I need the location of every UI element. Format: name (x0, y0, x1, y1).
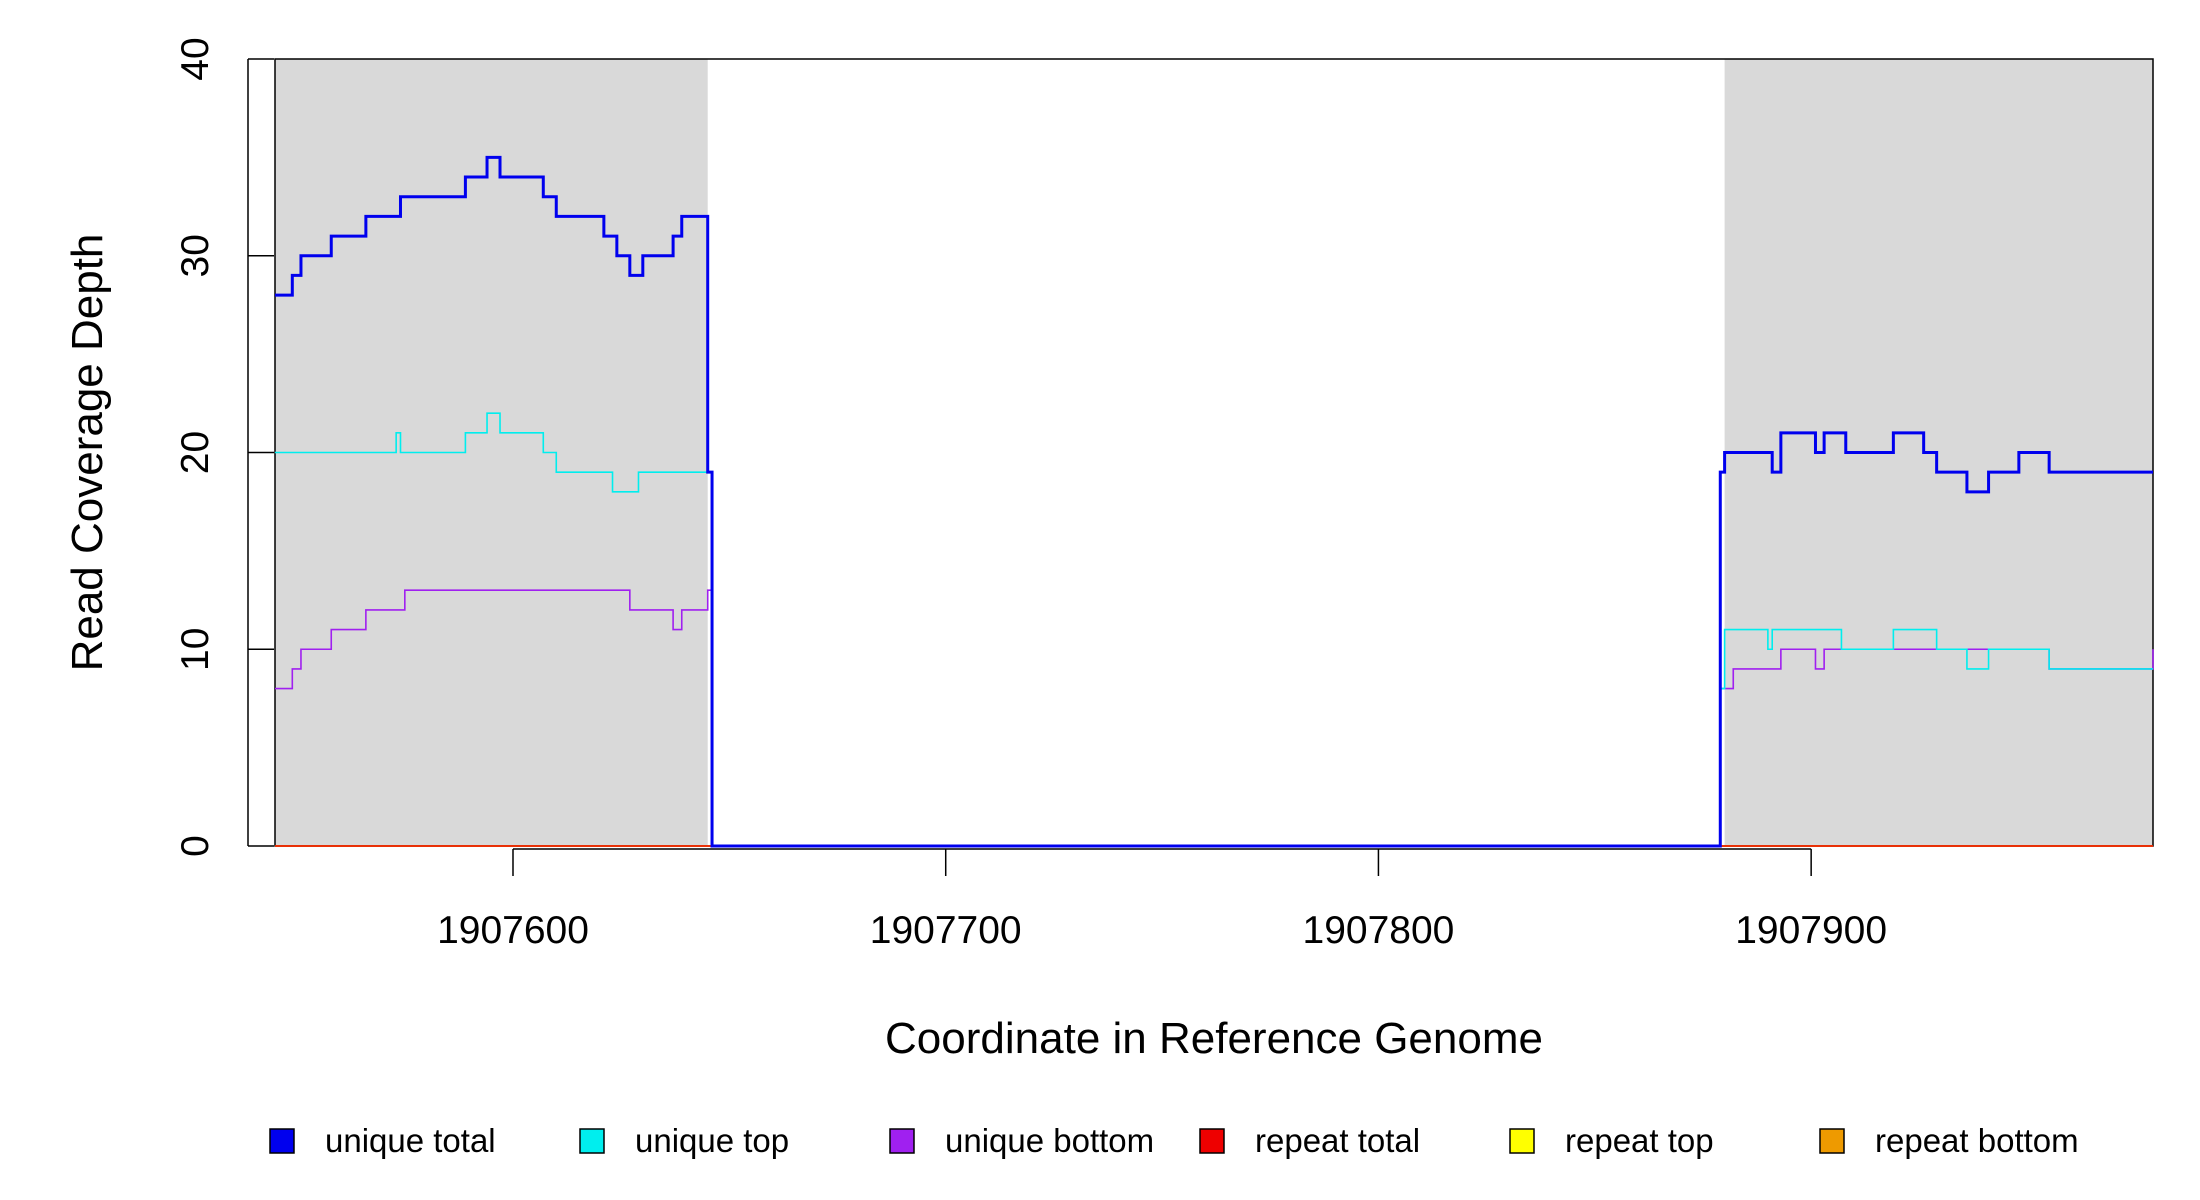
legend-label-unique-top: unique top (635, 1122, 789, 1159)
shaded-regions (275, 59, 2153, 846)
x-tick-label-1907700: 1907700 (870, 909, 1022, 952)
legend-label-unique-bottom: unique bottom (945, 1122, 1154, 1159)
y-tick-label-10: 10 (174, 628, 217, 671)
legend-swatch-unique-total (269, 1128, 295, 1154)
axes: 0 10 20 30 40 1907600 1907700 1907800 1907900 (174, 37, 1887, 952)
series-lines (275, 155, 2154, 848)
legend-swatch-unique-top (579, 1128, 605, 1154)
y-tick-label-30: 30 (174, 234, 217, 277)
x-tick-label-1907900: 1907900 (1735, 909, 1887, 952)
series-line-unique-total (275, 155, 2153, 848)
shaded-region-2 (1724, 59, 2153, 846)
x-tick-label-1907800: 1907800 (1303, 909, 1455, 952)
x-axis-title: Coordinate in Reference Genome (885, 1014, 1543, 1063)
legend-swatch-unique-bottom (889, 1128, 915, 1154)
legend-label-repeat-total: repeat total (1255, 1122, 1420, 1159)
legend-swatch-repeat-top (1509, 1128, 1535, 1154)
legend-swatch-repeat-bottom (1819, 1128, 1845, 1154)
legend-swatch-repeat-total (1199, 1128, 1225, 1154)
y-tick-label-0: 0 (174, 835, 217, 857)
legend-label-repeat-bottom: repeat bottom (1875, 1122, 2079, 1159)
legend: unique total unique top unique bottom repea… (269, 1122, 2079, 1159)
legend-label-unique-total: unique total (325, 1122, 496, 1159)
y-axis-title: Read Coverage Depth (63, 234, 112, 672)
y-tick-label-20: 20 (174, 431, 217, 474)
y-tick-label-40: 40 (174, 37, 217, 80)
legend-label-repeat-top: repeat top (1565, 1122, 1714, 1159)
x-tick-label-1907600: 1907600 (437, 909, 589, 952)
series-line-unique-bottom (275, 589, 2154, 847)
